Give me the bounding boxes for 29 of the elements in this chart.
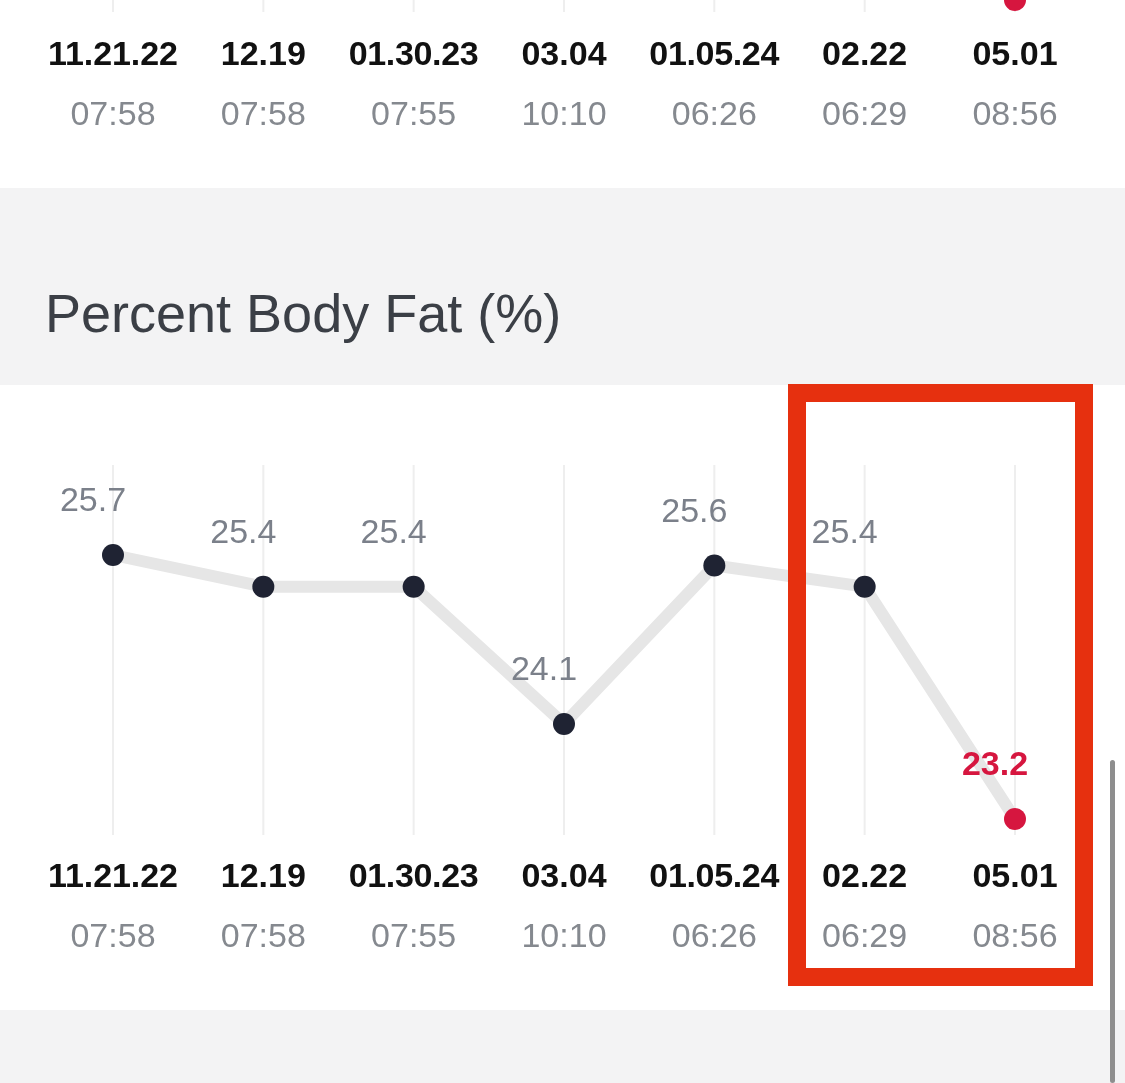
- x-tick-label: 01.30.23 07:55: [348, 856, 479, 954]
- data-label: 25.6: [661, 490, 728, 529]
- data-label: 25.4: [360, 511, 427, 550]
- x-tick-label: 01.05.24 06:26: [649, 856, 780, 954]
- category-label: 02.22 06:29: [822, 34, 908, 132]
- category-label: 05.01 08:56: [972, 34, 1058, 132]
- data-label: 25.4: [210, 511, 277, 550]
- point: [553, 712, 575, 735]
- data-label: 23.2: [961, 744, 1029, 782]
- point: [1004, 808, 1026, 830]
- point: [252, 575, 275, 598]
- point: [853, 575, 876, 598]
- x-tick-label: 03.04 10:10: [521, 856, 607, 954]
- category-label: 01.30.23 07:55: [348, 34, 479, 132]
- data-label: 24.1: [510, 648, 578, 687]
- x-tick-label: 12.19 07:58: [220, 856, 306, 954]
- chart-title: Percent Body Fat (%): [45, 283, 562, 343]
- point: [402, 575, 425, 598]
- point: [102, 544, 124, 566]
- x-tick-label: 11.21.22 07:58: [48, 856, 178, 954]
- category-label: 12.19 07:58: [220, 34, 306, 132]
- x-tick-label: 05.01 08:56: [972, 856, 1058, 954]
- x-tick-label: 02.22 06:29: [822, 856, 908, 954]
- category-label: 03.04 10:10: [521, 34, 607, 132]
- category-label: 11.21.22 07:58: [48, 34, 178, 132]
- data-label: 25.7: [59, 480, 127, 518]
- category-label: 01.05.24 06:26: [649, 34, 780, 132]
- point: [703, 554, 726, 577]
- data-label: 25.4: [811, 511, 878, 550]
